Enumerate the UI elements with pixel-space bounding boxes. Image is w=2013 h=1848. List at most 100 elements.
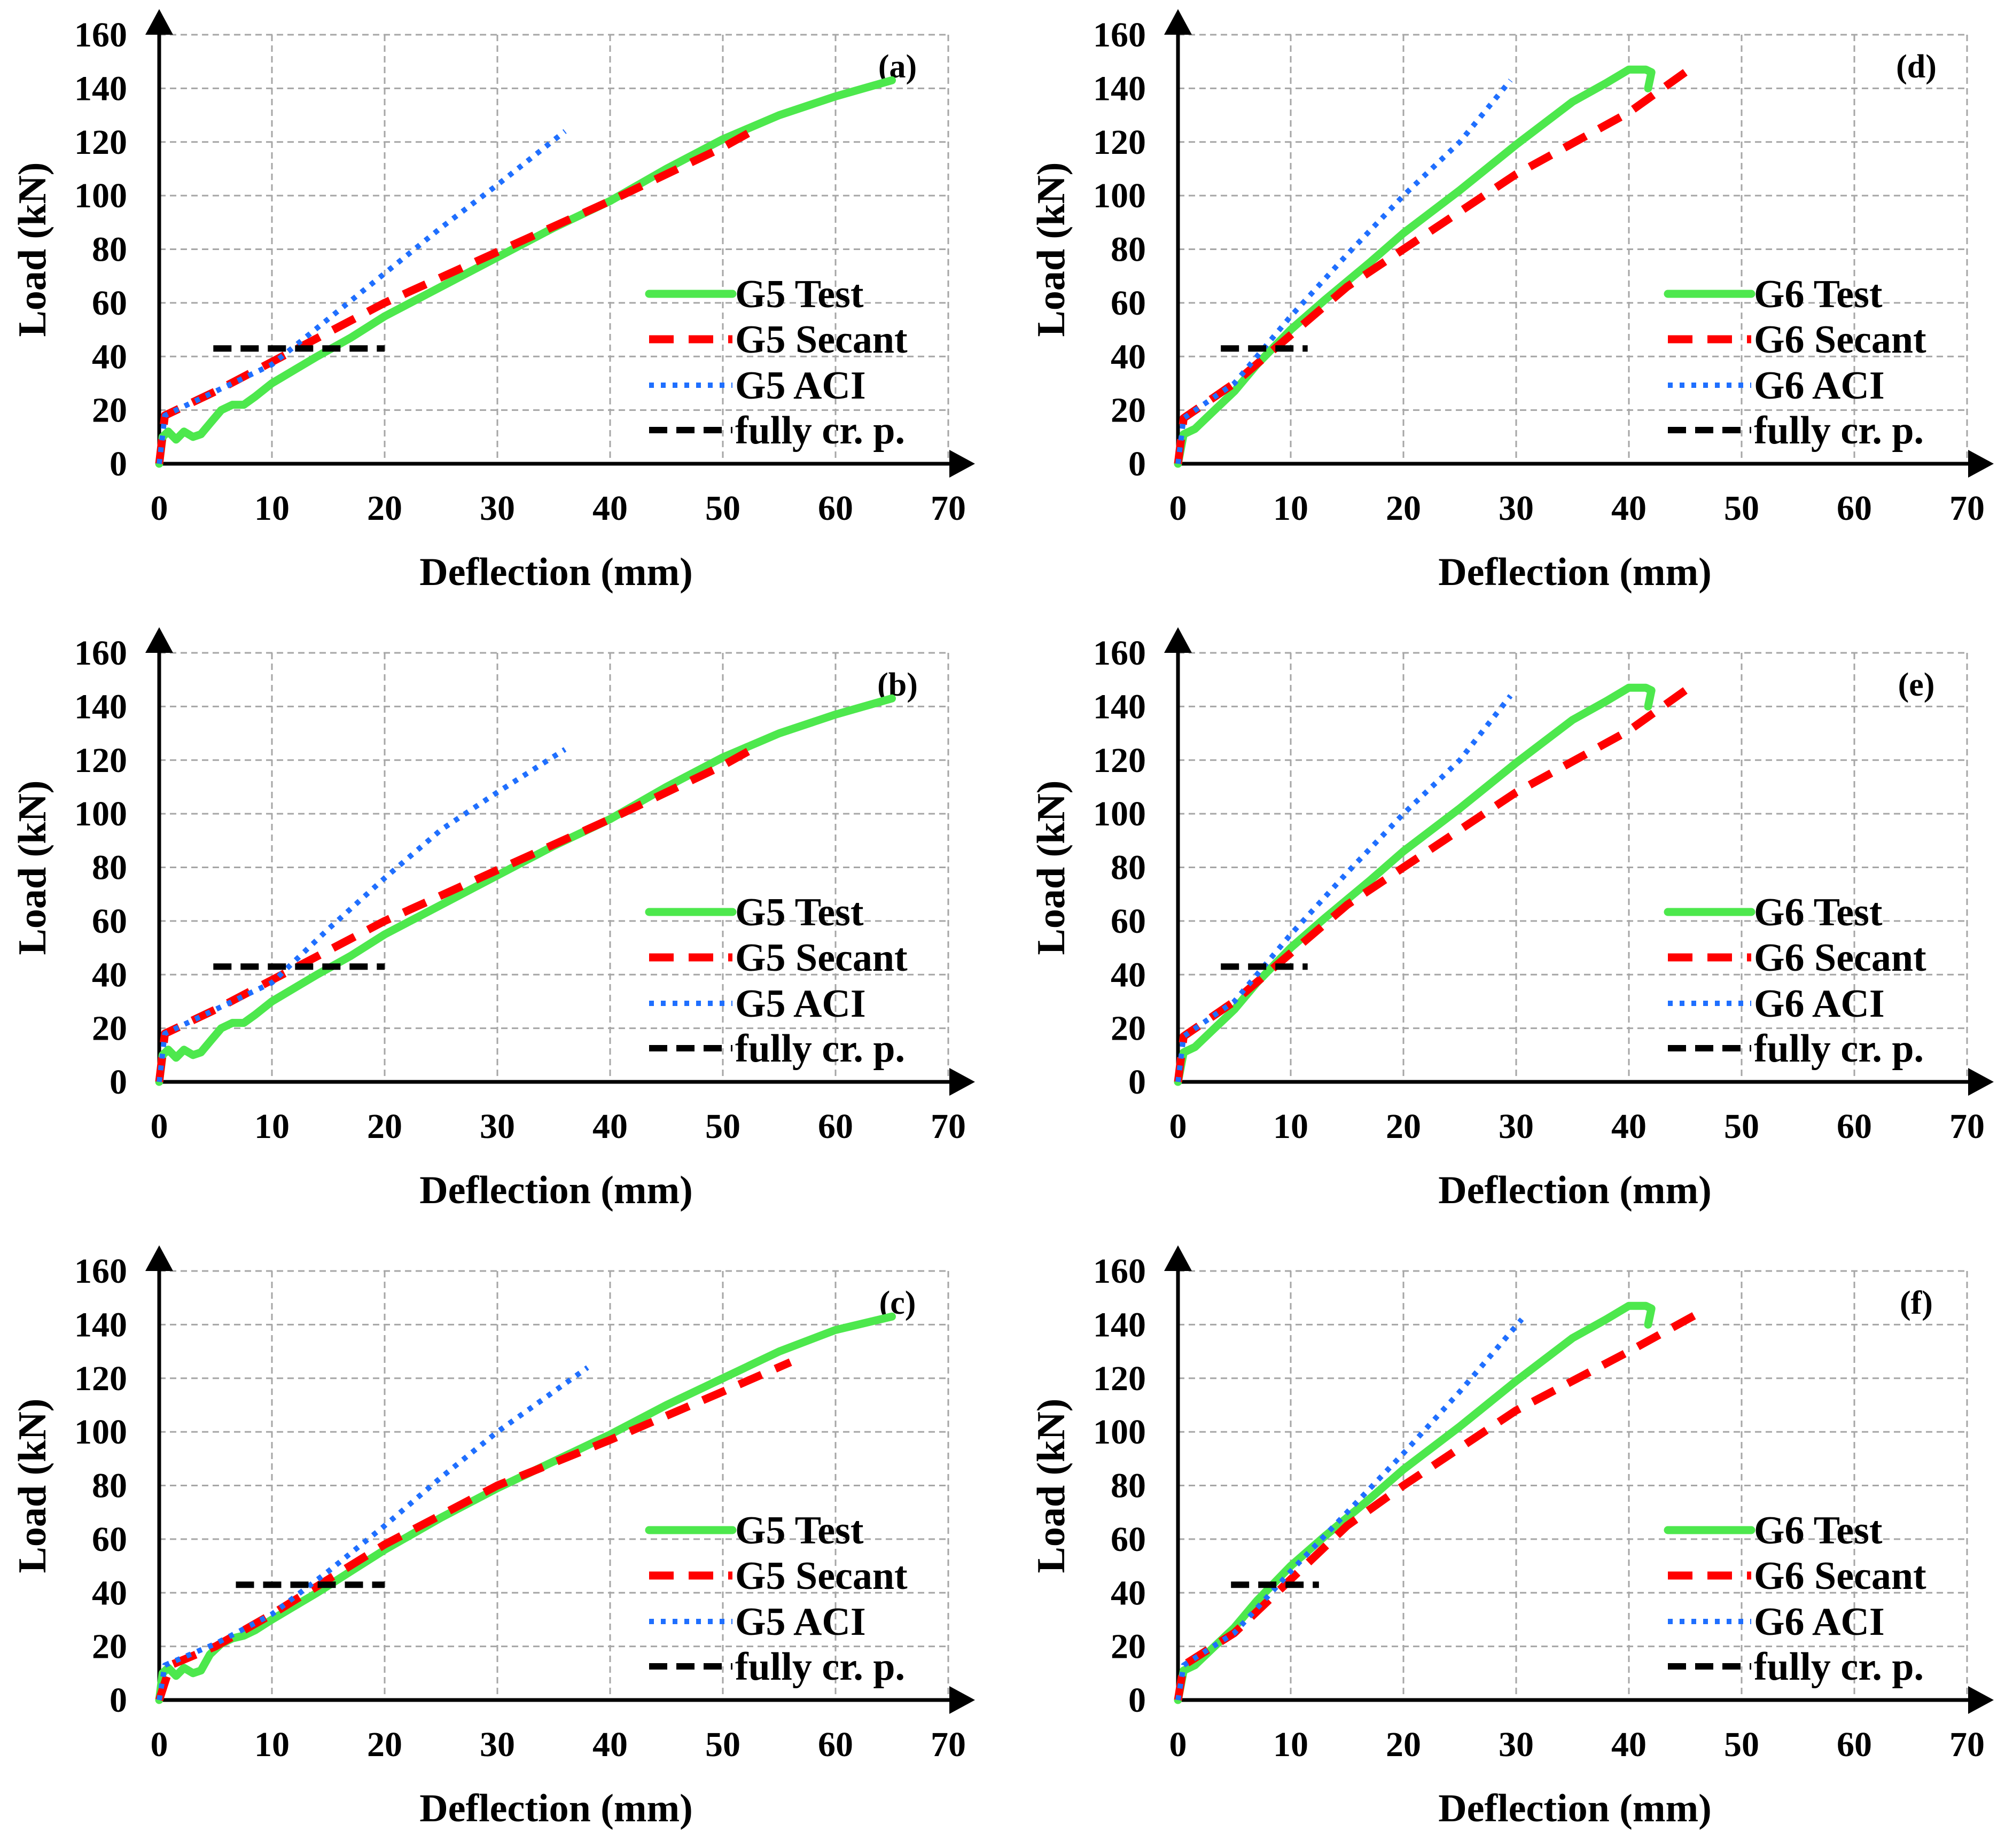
y-axis-arrow-icon (145, 1245, 173, 1271)
x-tick-label: 50 (1724, 489, 1759, 528)
legend-label: fully cr. p. (735, 1645, 905, 1689)
series-line-test (1174, 683, 1656, 1086)
chart-panel: 0 10 20 30 40 50 60 70 0 20 40 60 80 100 120 140 160 Defl… (1029, 627, 1994, 1212)
x-tick-label: 40 (592, 1725, 628, 1764)
y-tick-label: 80 (92, 230, 127, 269)
y-tick-label: 140 (1093, 1305, 1146, 1344)
x-tick-label: 10 (1273, 1725, 1308, 1764)
x-tick-label: 20 (367, 1725, 402, 1764)
y-tick-label: 80 (92, 848, 127, 887)
y-tick-label: 160 (74, 1252, 127, 1291)
x-axis-title: Deflection (mm) (419, 1168, 693, 1212)
x-tick-label: 70 (931, 489, 966, 528)
x-tick-label: 10 (254, 1107, 290, 1146)
x-tick-label: 70 (1949, 1725, 1985, 1764)
x-tick-label: 50 (1724, 1725, 1759, 1764)
y-tick-label: 140 (74, 1305, 127, 1344)
y-tick-label: 120 (74, 741, 127, 780)
y-tick-label: 140 (74, 69, 127, 108)
legend-label: fully cr. p. (735, 409, 905, 453)
y-axis-arrow-icon (1164, 9, 1192, 35)
series-line-secant (155, 125, 759, 464)
series-line-secant (1174, 687, 1688, 1082)
legend-label: G5 Test (735, 891, 864, 934)
legend-label: fully cr. p. (735, 1027, 905, 1071)
legend-label: G5 ACI (735, 364, 866, 408)
x-tick-label: 20 (1386, 1107, 1421, 1146)
x-axis-title: Deflection (mm) (419, 1787, 693, 1830)
x-tick-label: 60 (1837, 1725, 1872, 1764)
x-axis-title: Deflection (mm) (1438, 1168, 1712, 1212)
x-tick-label: 40 (592, 1107, 628, 1146)
y-tick-label: 100 (74, 176, 127, 215)
x-tick-label: 40 (1611, 1725, 1647, 1764)
chart-panel: 0 10 20 30 40 50 60 70 0 20 40 60 80 100 120 140 160 Defl… (1029, 1245, 1994, 1830)
series-line-test (155, 76, 896, 468)
x-tick-label: 10 (254, 1725, 290, 1764)
chart-panel: 0 10 20 30 40 50 60 70 0 20 40 60 80 100 120 140 160 Defl… (1029, 9, 1994, 594)
x-tick-label: 30 (480, 1107, 515, 1146)
x-tick-label: 40 (592, 489, 628, 528)
legend-label: fully cr. p. (1754, 1645, 1924, 1689)
series-line-aci (157, 1365, 589, 1701)
y-axis-title: Load (kN) (11, 162, 54, 337)
y-tick-label: 20 (1111, 391, 1146, 430)
legend-label: G6 ACI (1754, 982, 1885, 1026)
legend-label: fully cr. p. (1754, 409, 1924, 453)
y-tick-label: 60 (92, 902, 127, 941)
panel-label: (f) (1900, 1285, 1933, 1321)
x-axis-arrow-icon (949, 1068, 975, 1096)
y-tick-label: 60 (92, 284, 127, 323)
chart-panel: 0 10 20 30 40 50 60 70 0 20 40 60 80 100 120 140 160 Defl… (11, 9, 975, 594)
y-tick-label: 80 (92, 1467, 127, 1506)
y-tick-label: 20 (1111, 1627, 1146, 1666)
y-tick-label: 40 (1111, 337, 1146, 376)
x-tick-label: 10 (1273, 1107, 1308, 1146)
x-tick-label: 0 (1169, 489, 1187, 528)
x-tick-label: 50 (705, 489, 740, 528)
series-line-aci (1175, 694, 1513, 1082)
legend-label: G5 Secant (735, 1554, 908, 1598)
y-tick-label: 140 (1093, 687, 1146, 726)
x-tick-label: 70 (1949, 489, 1985, 528)
y-tick-label: 160 (74, 15, 127, 54)
x-tick-label: 60 (818, 489, 853, 528)
y-axis-arrow-icon (145, 9, 173, 35)
y-tick-label: 80 (1111, 848, 1146, 887)
y-tick-label: 100 (74, 1413, 127, 1452)
y-tick-label: 100 (1093, 1413, 1146, 1452)
series-line-test (1174, 65, 1656, 468)
x-tick-label: 70 (931, 1725, 966, 1764)
x-axis-arrow-icon (949, 450, 975, 478)
y-axis-title: Load (kN) (1029, 162, 1073, 337)
y-tick-label: 40 (92, 955, 127, 994)
y-tick-label: 160 (74, 634, 127, 673)
y-tick-label: 140 (74, 687, 127, 726)
x-tick-label: 50 (1724, 1107, 1759, 1146)
series-line-test (155, 1312, 896, 1704)
legend-label: G6 ACI (1754, 364, 1885, 408)
y-tick-label: 120 (74, 123, 127, 162)
y-tick-label: 100 (74, 794, 127, 833)
x-axis-title: Deflection (mm) (419, 550, 693, 594)
legend-label: G5 ACI (735, 1600, 866, 1644)
x-tick-label: 10 (1273, 489, 1308, 528)
series-line-test (1174, 1301, 1656, 1704)
x-tick-label: 20 (367, 1107, 402, 1146)
series-line-secant (1174, 1307, 1704, 1701)
y-tick-label: 0 (1128, 1063, 1146, 1102)
y-tick-label: 160 (1093, 634, 1146, 673)
y-tick-label: 20 (92, 1009, 127, 1048)
y-tick-label: 120 (1093, 123, 1146, 162)
chart-panel: 0 10 20 30 40 50 60 70 0 20 40 60 80 100 120 140 160 Defl… (11, 627, 975, 1212)
y-tick-label: 60 (1111, 902, 1146, 941)
y-tick-label: 100 (1093, 794, 1146, 833)
y-tick-label: 140 (1093, 69, 1146, 108)
y-tick-label: 120 (1093, 741, 1146, 780)
x-tick-label: 40 (1611, 1107, 1647, 1146)
y-tick-label: 100 (1093, 176, 1146, 215)
y-axis-arrow-icon (145, 627, 173, 653)
x-tick-label: 0 (151, 1107, 168, 1146)
y-tick-label: 40 (1111, 1573, 1146, 1612)
x-axis-arrow-icon (1968, 1686, 1994, 1714)
